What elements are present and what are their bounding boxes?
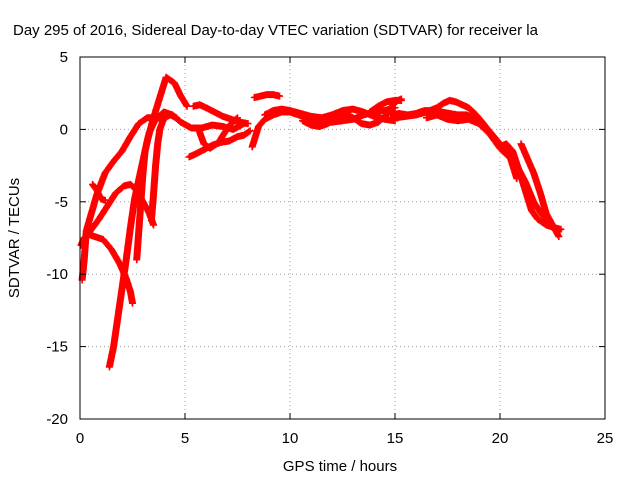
series-arc-14 [299, 95, 405, 130]
x-tick-label: 20 [492, 430, 509, 447]
x-tick-label: 10 [282, 430, 299, 447]
series-arc-10 [196, 114, 241, 152]
series-arc-12 [250, 91, 283, 101]
series-markers [133, 108, 248, 264]
series-markers [196, 114, 241, 152]
series-markers [250, 91, 283, 101]
y-tick-label: 5 [60, 49, 68, 66]
data-series [77, 73, 565, 371]
y-axis-label: SDTVAR / TECUs [6, 178, 23, 298]
x-tick-label: 25 [597, 430, 614, 447]
series-markers [366, 96, 405, 116]
y-tick-label: -20 [46, 411, 68, 428]
series-markers [89, 180, 109, 204]
x-tick-label: 15 [387, 430, 404, 447]
plot-frame [79, 56, 606, 420]
y-tick-label: -15 [46, 339, 68, 356]
series-arc-6 [133, 108, 248, 264]
series-markers [147, 111, 181, 225]
series-arc-7 [147, 111, 181, 225]
x-tick-labels: 0 5 10 15 20 25 [76, 430, 614, 447]
y-tick-label: -10 [46, 266, 68, 283]
x-axis-label: GPS time / hours [283, 458, 397, 475]
series-markers [299, 95, 405, 130]
axis-ticks [79, 56, 606, 420]
series-arc-19 [517, 140, 563, 241]
y-tick-label: -5 [55, 194, 68, 211]
x-tick-label: 5 [181, 430, 189, 447]
y-tick-label: 0 [60, 121, 68, 138]
series-arc-5 [89, 180, 109, 204]
y-tick-labels: -20 -15 -10 -5 0 5 [46, 49, 68, 428]
series-markers [423, 111, 521, 183]
x-tick-label: 0 [76, 430, 84, 447]
series-markers [517, 140, 563, 241]
chart-title: Day 295 of 2016, Sidereal Day-to-day VTE… [13, 22, 539, 39]
series-arc-15 [366, 96, 405, 116]
series-arc-18 [423, 111, 521, 183]
